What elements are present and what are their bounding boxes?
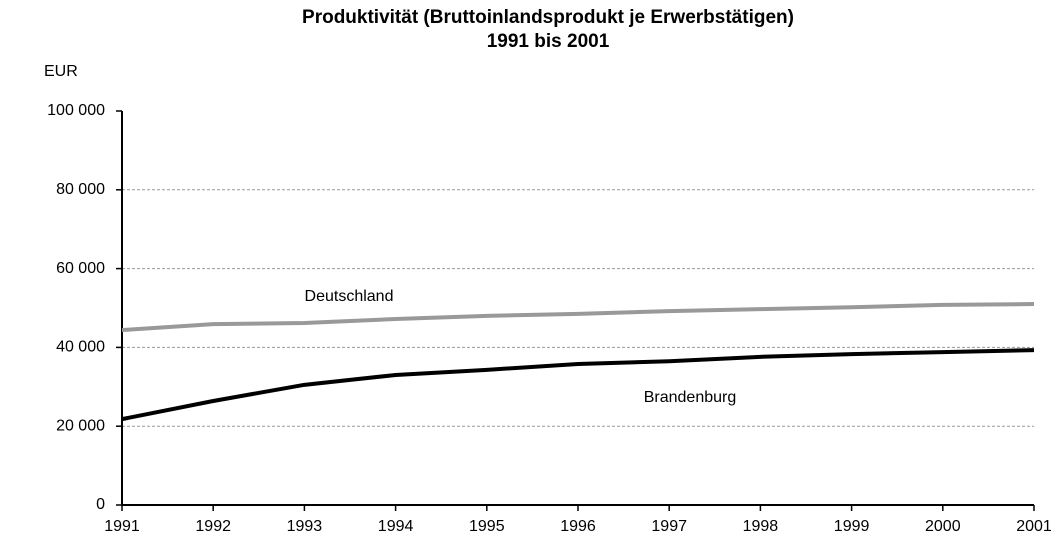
y-tick-label: 80 000 xyxy=(56,181,105,198)
x-tick-label: 1992 xyxy=(195,518,231,535)
y-tick-label: 0 xyxy=(96,496,105,513)
y-tick-label: 100 000 xyxy=(47,102,105,119)
y-tick-label: 60 000 xyxy=(56,260,105,277)
x-tick-label: 1994 xyxy=(378,518,414,535)
x-tick-label: 1999 xyxy=(834,518,870,535)
chart-title: Produktivität (Bruttoinlandsprodukt je E… xyxy=(302,7,794,28)
x-tick-label: 1996 xyxy=(560,518,596,535)
x-tick-label: 2001 xyxy=(1016,518,1052,535)
x-tick-label: 1991 xyxy=(104,518,140,535)
series-label: Brandenburg xyxy=(644,389,737,406)
chart-subtitle: 1991 bis 2001 xyxy=(487,31,610,52)
x-tick-label: 1998 xyxy=(743,518,779,535)
series-line xyxy=(121,348,1035,422)
x-tick-label: 1997 xyxy=(651,518,687,535)
y-tick-label: 20 000 xyxy=(56,417,105,434)
x-tick-label: 1993 xyxy=(287,518,323,535)
y-tick-label: 40 000 xyxy=(56,339,105,356)
x-tick-label: 2000 xyxy=(925,518,961,535)
series-line xyxy=(121,302,1035,333)
series-label: Deutschland xyxy=(305,288,394,305)
x-tick-label: 1995 xyxy=(469,518,505,535)
y-axis-label: EUR xyxy=(44,63,78,80)
